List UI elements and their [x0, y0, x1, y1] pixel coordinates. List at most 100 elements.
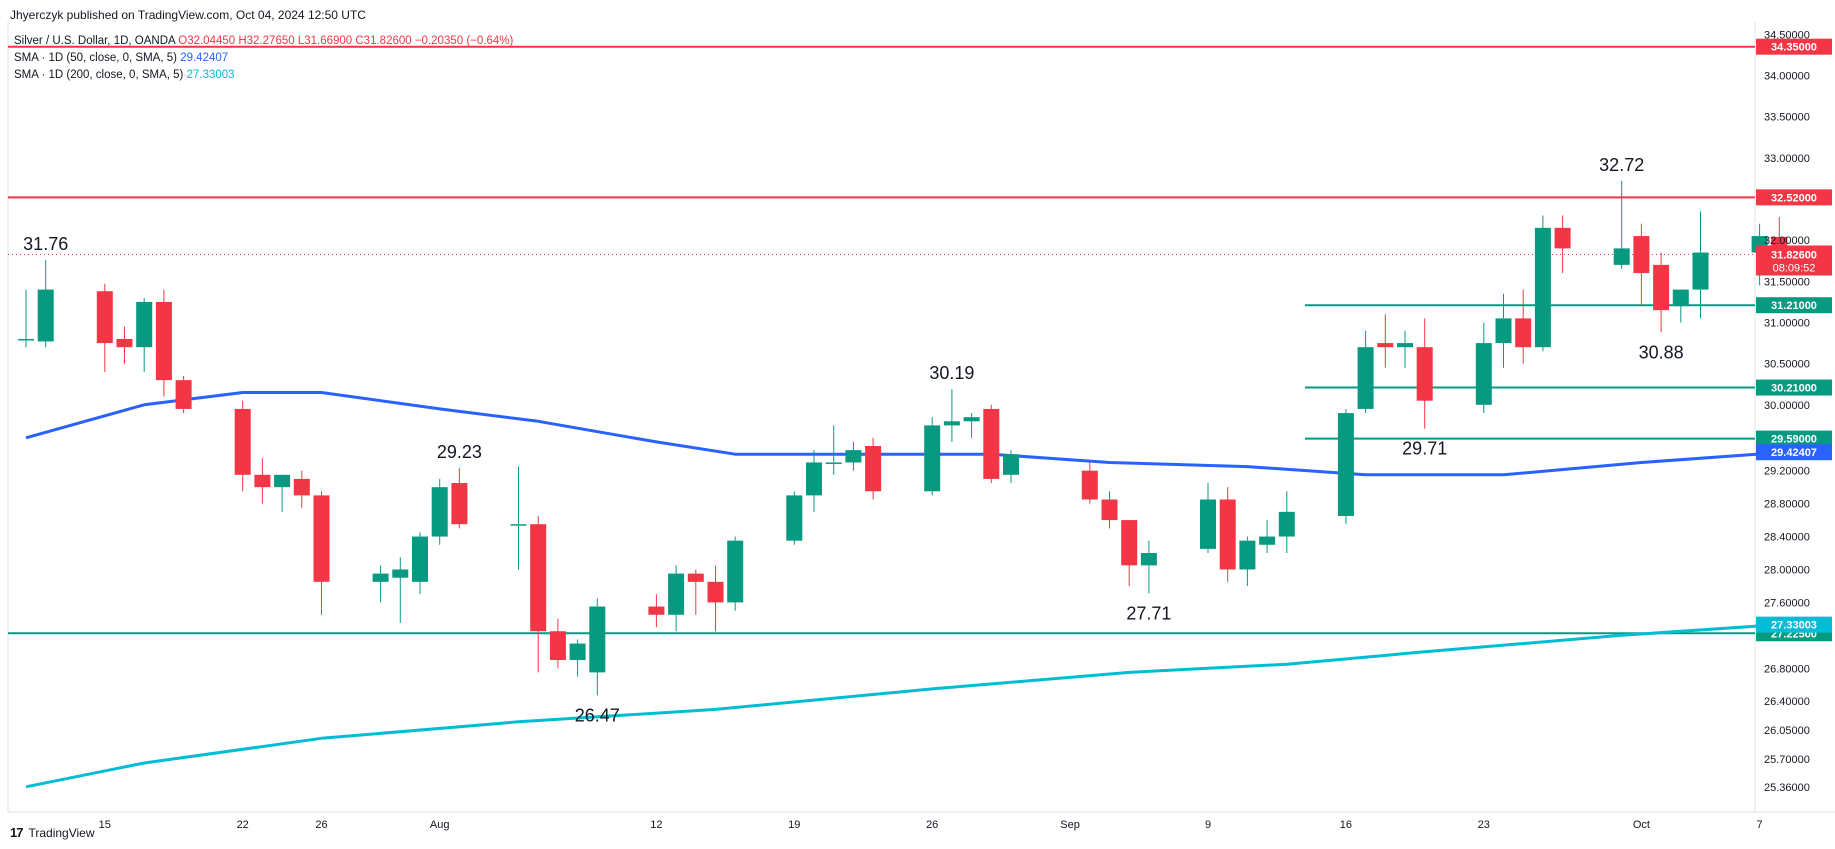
chart-legend: Silver / U.S. Dollar, 1D, OANDA O32.0445…	[14, 33, 513, 84]
candle-body	[1613, 248, 1630, 265]
axes: 34.50000 34.00000 33.50000 33.00000 32.00000…	[99, 29, 1832, 831]
candle-body	[155, 301, 172, 381]
price-label-box	[1756, 430, 1832, 447]
legend-ohlc: O32.04450 H32.27650 L31.66900 C31.82600 …	[178, 35, 514, 47]
candle-body	[943, 421, 960, 426]
candle	[1200, 483, 1216, 554]
candle	[1397, 330, 1413, 368]
candle	[1003, 450, 1019, 484]
tradingview-brand[interactable]: 17 TradingView	[10, 825, 95, 840]
candle-body	[1515, 318, 1532, 348]
grid	[7, 22, 1835, 813]
publisher-line: Jhyerczyk published on TradingView.com, …	[10, 8, 366, 22]
candle	[412, 532, 428, 595]
candle	[530, 515, 547, 673]
y-tick-label: 28.00000	[1764, 564, 1810, 576]
price-annotation: 31.76	[23, 234, 68, 254]
candle	[707, 565, 724, 632]
candle	[175, 376, 192, 414]
last-price-box	[1756, 245, 1832, 276]
x-tick-label: 9	[1205, 819, 1211, 831]
y-tick-label: 34.50000	[1764, 29, 1810, 41]
price-label-box	[1756, 38, 1832, 55]
candle-body	[1357, 347, 1374, 409]
y-tick-label: 31.50000	[1764, 276, 1810, 288]
candle	[806, 450, 822, 512]
price-label: 34.35000	[1771, 42, 1817, 54]
candle	[727, 536, 744, 611]
candle-body	[175, 380, 192, 409]
candle-body	[1416, 347, 1433, 401]
tradingview-logo-icon: 17	[10, 825, 24, 840]
price-annotation: 26.47	[575, 705, 620, 725]
price-label: 30.21000	[1771, 383, 1817, 395]
candle	[1554, 215, 1571, 274]
candle	[155, 289, 172, 397]
candle	[1357, 330, 1374, 414]
candle	[1653, 252, 1670, 333]
candle-body	[589, 606, 606, 673]
candle	[1672, 289, 1689, 323]
candle-body	[707, 581, 724, 603]
candle-body	[1397, 343, 1413, 348]
candle	[392, 557, 409, 623]
candle-body	[1003, 454, 1019, 475]
candle	[18, 289, 34, 348]
candle-body	[372, 573, 389, 582]
legend-symbol: Silver / U.S. Dollar, 1D, OANDA	[14, 35, 176, 47]
candle-body	[1377, 343, 1394, 348]
candle	[293, 470, 310, 508]
candle	[313, 491, 330, 615]
candle-body	[1101, 499, 1118, 521]
candle-body	[865, 445, 882, 492]
legend-sma50-label: SMA · 1D (50, close, 0, SMA, 5)	[14, 52, 177, 64]
candle-body	[668, 573, 685, 615]
y-tick-label: 30.00000	[1764, 400, 1810, 412]
price-label-box	[1756, 379, 1832, 396]
candle-body	[1633, 236, 1650, 274]
candle-body	[254, 474, 271, 488]
candle-body	[1239, 540, 1256, 570]
x-tick-label: Aug	[430, 819, 450, 831]
legend-symbol-row[interactable]: Silver / U.S. Dollar, 1D, OANDA O32.0445…	[14, 33, 513, 50]
candle-body	[96, 291, 113, 344]
price-annotation: 29.71	[1402, 439, 1447, 459]
candle	[569, 639, 586, 677]
candle	[136, 297, 153, 372]
y-tick-label: 28.40000	[1764, 532, 1810, 544]
candle-body	[1692, 252, 1709, 290]
candle	[589, 598, 606, 696]
candle-body	[431, 487, 448, 537]
y-tick-label: 29.20000	[1764, 466, 1810, 478]
legend-sma200-row[interactable]: SMA · 1D (200, close, 0, SMA, 5) 27.3300…	[14, 67, 513, 84]
candle-body	[274, 474, 291, 488]
candle-body	[1259, 536, 1276, 545]
candle-body	[1337, 413, 1354, 516]
legend-sma200-label: SMA · 1D (200, close, 0, SMA, 5)	[14, 69, 184, 81]
candle	[1081, 462, 1098, 504]
candle	[943, 389, 960, 442]
x-tick-label: 16	[1340, 819, 1352, 831]
legend-sma50-row[interactable]: SMA · 1D (50, close, 0, SMA, 5) 29.42407	[14, 50, 513, 67]
candle	[274, 474, 291, 512]
candle	[1377, 314, 1394, 368]
candle	[924, 417, 941, 496]
candle-body	[1534, 227, 1551, 348]
candle	[786, 491, 803, 545]
candle-body	[116, 338, 133, 348]
candle-body	[569, 643, 586, 661]
candle-body	[1653, 264, 1670, 311]
x-tick-label: 19	[788, 819, 800, 831]
candle-body	[37, 289, 54, 342]
price-annotation: 30.19	[929, 363, 974, 383]
x-tick-label: 15	[99, 819, 111, 831]
brand-name: TradingView	[28, 825, 95, 840]
candle-body	[1475, 343, 1492, 405]
candle-body	[1140, 553, 1157, 566]
candle-body	[136, 301, 153, 348]
candle-body	[924, 425, 941, 492]
candle	[451, 468, 468, 529]
candle	[983, 404, 1000, 484]
y-tick-label: 32.00000	[1764, 235, 1810, 247]
